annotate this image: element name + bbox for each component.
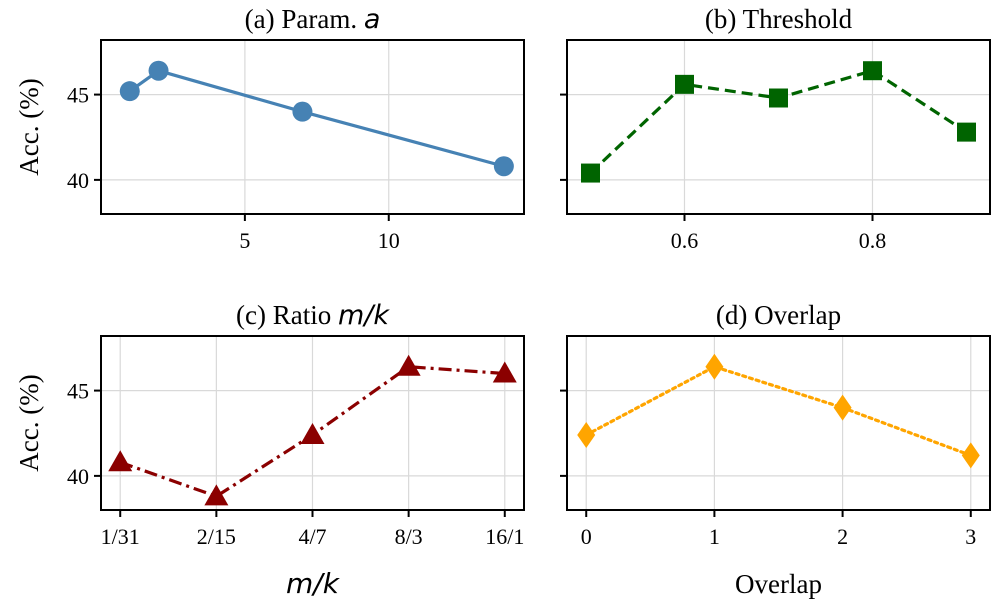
- x-tick-label: 0: [581, 524, 592, 549]
- x-tick-label: 8/3: [395, 524, 423, 549]
- axes-frame: [566, 39, 991, 215]
- series-line: [128, 69, 505, 168]
- data-point: [492, 361, 517, 383]
- x-tick-label: 16/1: [485, 524, 524, 549]
- y-tick-label: 45: [67, 83, 89, 108]
- y-axis-label: Acc. (%): [14, 374, 44, 471]
- x-tick-label: 1/31: [101, 524, 140, 549]
- data-point: [148, 60, 169, 81]
- x-tick-label: 3: [965, 524, 976, 549]
- data-point: [833, 394, 852, 421]
- data-point: [863, 61, 882, 81]
- subplot-title-text: (b) Threshold: [705, 4, 853, 34]
- axes-frame: [100, 39, 525, 215]
- subplot-c: 1/31 2/15 4/7 8/3 16/1 40 45 (c) Ratio m/k Acc. …: [14, 300, 525, 600]
- y-tick-label: 45: [67, 379, 89, 404]
- subplot-title: (d) Overlap: [716, 300, 841, 330]
- data-point: [204, 484, 229, 506]
- data-point: [119, 81, 140, 102]
- subplot-title-text: (c) Ratio: [236, 300, 338, 330]
- x-axis-label: m/k: [286, 567, 341, 600]
- data-point: [581, 163, 600, 183]
- subplot-title-math: a: [364, 4, 381, 35]
- series-line: [584, 365, 973, 458]
- x-tick-label: 5: [239, 228, 250, 253]
- data-point: [957, 122, 976, 142]
- axes-frame: [566, 335, 991, 511]
- data-point: [292, 101, 313, 122]
- x-tick-label: 1: [709, 524, 720, 549]
- subplot-title: (c) Ratio m/k: [236, 300, 390, 331]
- data-point: [396, 354, 421, 376]
- data-point: [493, 156, 514, 177]
- subplot-a: 5 10 40 45 (a) Param. a Acc. (%): [14, 4, 525, 253]
- x-tick-label: 0.8: [859, 228, 887, 253]
- x-axis-label: Overlap: [735, 569, 822, 599]
- subplot-d: 0 1 2 3 (d) Overlap Overlap: [560, 300, 991, 599]
- data-point: [705, 353, 724, 380]
- data-point: [675, 74, 694, 94]
- x-tick-label: 2: [837, 524, 848, 549]
- subplot-title-text: (a) Param.: [245, 4, 364, 34]
- data-point: [577, 421, 596, 448]
- data-point: [108, 450, 133, 472]
- subplot-title-text: (d) Overlap: [716, 300, 841, 330]
- x-tick-label: 10: [378, 228, 400, 253]
- data-point: [961, 442, 980, 469]
- x-tick-label: 0.6: [671, 228, 699, 253]
- subplot-title-math: m/k: [338, 300, 390, 331]
- data-point: [769, 88, 788, 108]
- data-point: [300, 422, 325, 444]
- y-tick-label: 40: [67, 464, 89, 489]
- x-tick-label: 2/15: [197, 524, 236, 549]
- subplot-title: (b) Threshold: [705, 4, 853, 34]
- series-line: [589, 69, 968, 175]
- y-axis-label: Acc. (%): [14, 78, 44, 175]
- y-tick-label: 40: [67, 168, 89, 193]
- subplot-b: 0.6 0.8 (b) Threshold: [560, 4, 991, 253]
- subplot-title: (a) Param. a: [245, 4, 381, 35]
- x-tick-label: 4/7: [298, 524, 326, 549]
